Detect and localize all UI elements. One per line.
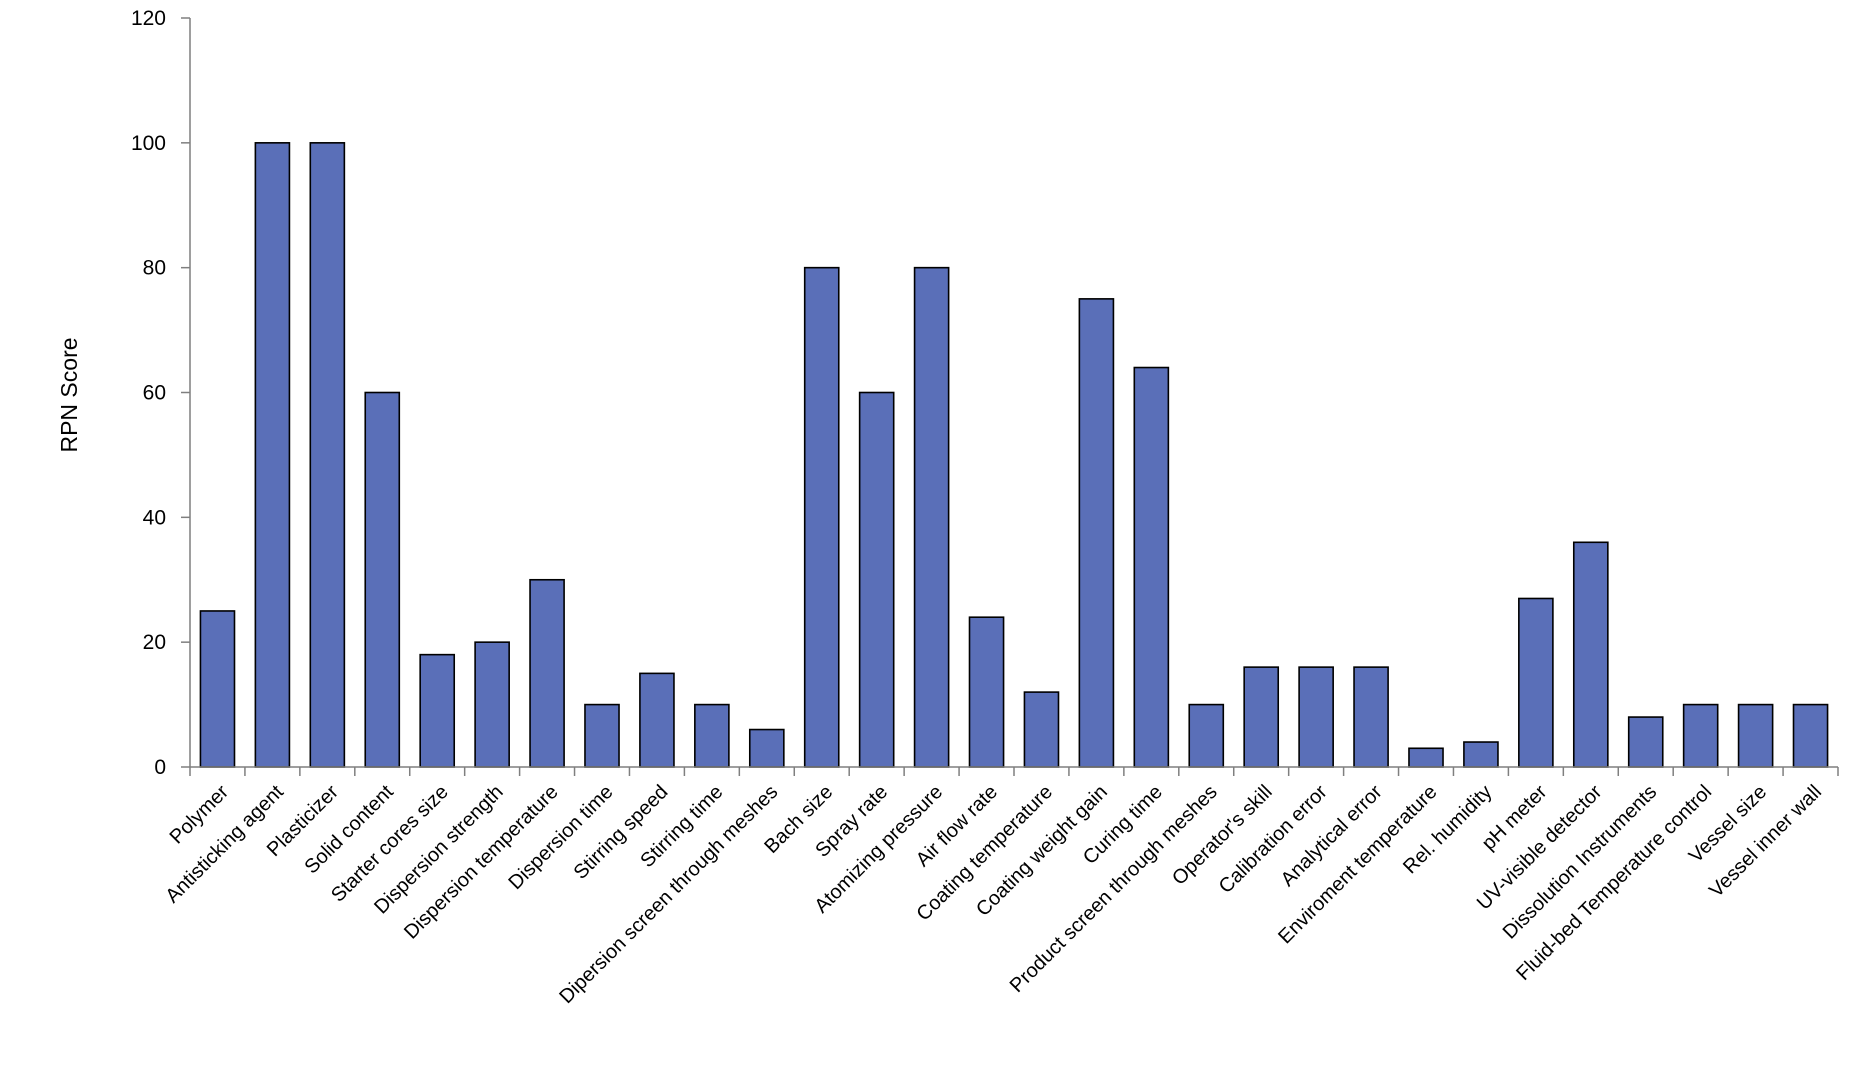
bar	[1243, 666, 1280, 768]
bar	[1627, 716, 1664, 768]
bar	[694, 703, 730, 768]
y-axis-title: RPN Score	[56, 337, 82, 452]
bar	[968, 616, 1005, 768]
bar	[1353, 666, 1389, 768]
bars	[199, 142, 1829, 768]
y-tick-label: 60	[143, 382, 166, 405]
y-tick-label: 40	[143, 506, 166, 529]
bar	[1298, 666, 1334, 768]
x-category-label: Stirring speed	[570, 781, 673, 884]
bar	[803, 266, 840, 768]
bar	[1078, 298, 1115, 768]
y-tick-label: 120	[131, 7, 166, 30]
y-tick-label: 100	[131, 132, 166, 155]
bar	[309, 142, 346, 768]
bar	[584, 703, 620, 768]
bar	[254, 142, 291, 768]
bar	[529, 578, 565, 768]
bar	[1792, 703, 1829, 768]
bar	[474, 641, 510, 768]
bar	[419, 653, 456, 768]
bar	[1408, 747, 1444, 768]
bar	[199, 610, 236, 768]
bar	[1463, 741, 1499, 768]
y-tick-label: 20	[143, 631, 166, 654]
bar	[858, 391, 895, 768]
bar	[1518, 597, 1554, 768]
y-axis: 0 20 40 60 80 100 120	[131, 7, 191, 779]
bar	[1133, 366, 1170, 768]
bar	[364, 391, 401, 768]
bar	[1572, 541, 1609, 768]
y-tick-label: 0	[154, 756, 166, 779]
bar	[1682, 703, 1719, 768]
bar	[639, 672, 675, 768]
bar	[1023, 691, 1060, 768]
bar	[748, 728, 785, 768]
bar	[913, 266, 950, 768]
bar	[1737, 703, 1774, 768]
y-tick-label: 80	[143, 257, 166, 280]
bar	[1188, 703, 1225, 768]
